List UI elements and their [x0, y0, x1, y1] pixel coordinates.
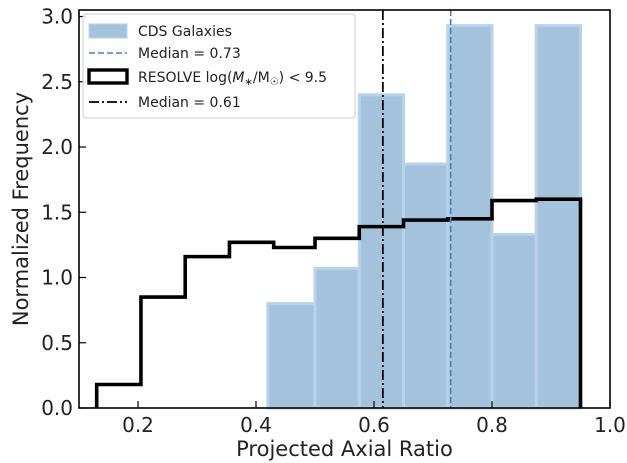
legend-cds-patch — [88, 23, 128, 39]
cds-bar-1 — [313, 266, 361, 410]
cds-bar-2 — [357, 93, 405, 410]
y-tick-label-2: 1.0 — [41, 266, 73, 290]
x-axis-ticks: 0.2 0.4 0.6 0.8 1.0 — [122, 401, 626, 437]
cds-bars — [266, 24, 582, 410]
legend-resolve-part-5: ☉ — [270, 77, 279, 88]
legend-box — [82, 13, 356, 119]
legend-resolve-part-4: /M — [253, 70, 270, 86]
x-axis-label: Projected Axial Ratio — [236, 437, 453, 461]
legend-resolve-label: RESOLVE log(M∗/M☉) < 9.5 — [138, 70, 327, 88]
x-tick-label-1: 0.4 — [240, 413, 272, 437]
y-tick-label-1: 0.5 — [41, 331, 73, 355]
cds-bar-5 — [490, 232, 538, 410]
legend-cds-label: CDS Galaxies — [138, 24, 232, 40]
x-tick-label-4: 1.0 — [594, 413, 626, 437]
cds-bar-4 — [446, 24, 494, 410]
cds-bar-0 — [266, 302, 317, 410]
median-lines — [381, 10, 452, 408]
cds-bar-6 — [534, 24, 582, 410]
legend-resolve-part-6: ) < 9.5 — [279, 70, 327, 86]
y-tick-label-6: 3.0 — [41, 5, 73, 29]
cds-bar-3 — [402, 162, 450, 410]
y-tick-label-3: 1.5 — [41, 200, 73, 224]
x-tick-label-3: 0.8 — [476, 413, 508, 437]
y-tick-label-0: 0.0 — [41, 396, 73, 420]
resolve-step-outline — [94, 197, 583, 408]
x-tick-label-2: 0.6 — [358, 413, 390, 437]
y-axis-label: Normalized Frequency — [9, 92, 33, 326]
y-tick-label-4: 2.0 — [41, 135, 73, 159]
legend-median-073-label: Median = 0.73 — [138, 46, 241, 62]
legend-resolve-part-2: M — [232, 70, 244, 86]
resolve-step-layer — [94, 197, 583, 408]
y-tick-label-5: 2.5 — [41, 70, 73, 94]
legend-resolve-part-1: RESOLVE log( — [138, 70, 232, 86]
legend-median-061-label: Median = 0.61 — [138, 95, 241, 111]
legend-resolve-part-3: ∗ — [245, 77, 253, 88]
legend-resolve-swatch — [87, 68, 129, 85]
plot-area — [94, 10, 583, 410]
plot-frame — [78, 9, 611, 409]
x-tick-label-0: 0.2 — [122, 413, 154, 437]
legend: CDS Galaxies Median = 0.73 RESOLVE log(M… — [82, 13, 356, 119]
